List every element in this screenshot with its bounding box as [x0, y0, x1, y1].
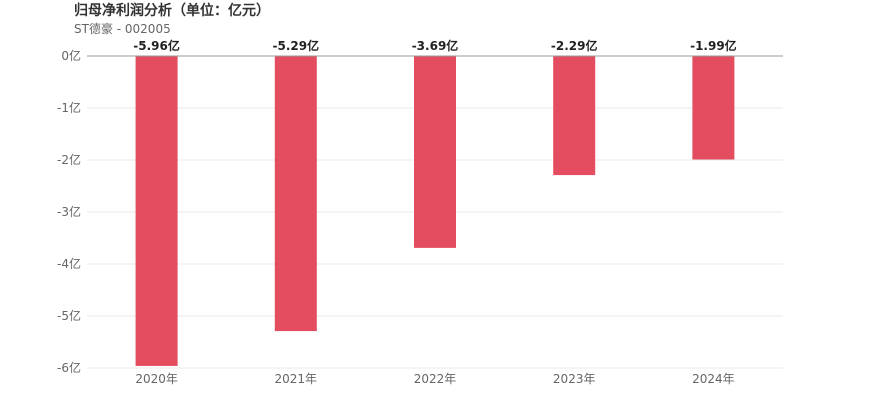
y-tick-label: 0亿 — [61, 48, 81, 63]
y-tick-label: -5亿 — [57, 308, 81, 323]
y-tick-label: -6亿 — [57, 360, 81, 375]
bar-4 — [692, 56, 735, 160]
data-label: -1.99亿 — [690, 38, 737, 53]
x-tick-label: 2021年 — [275, 372, 318, 386]
bar-0 — [135, 56, 178, 366]
bar-1 — [274, 56, 317, 332]
x-tick-label: 2023年 — [553, 372, 596, 386]
data-label: -2.29亿 — [551, 38, 598, 53]
data-label: -5.29亿 — [273, 38, 320, 53]
y-tick-label: -3亿 — [57, 204, 81, 219]
data-label: -3.69亿 — [412, 38, 459, 53]
y-tick-label: -2亿 — [57, 152, 81, 167]
bar-3 — [553, 56, 596, 176]
chart-title: 归母净利润分析（单位：亿元） — [74, 3, 270, 19]
chart-subtitle: ST德豪 - 002005 — [74, 22, 171, 36]
y-tick-label: -4亿 — [57, 256, 81, 271]
x-tick-label: 2022年 — [414, 372, 457, 386]
x-tick-label: 2024年 — [692, 372, 735, 386]
data-label: -5.96亿 — [133, 38, 180, 53]
bar-2 — [414, 56, 456, 248]
x-tick-label: 2020年 — [135, 372, 178, 386]
y-tick-label: -1亿 — [57, 100, 81, 115]
